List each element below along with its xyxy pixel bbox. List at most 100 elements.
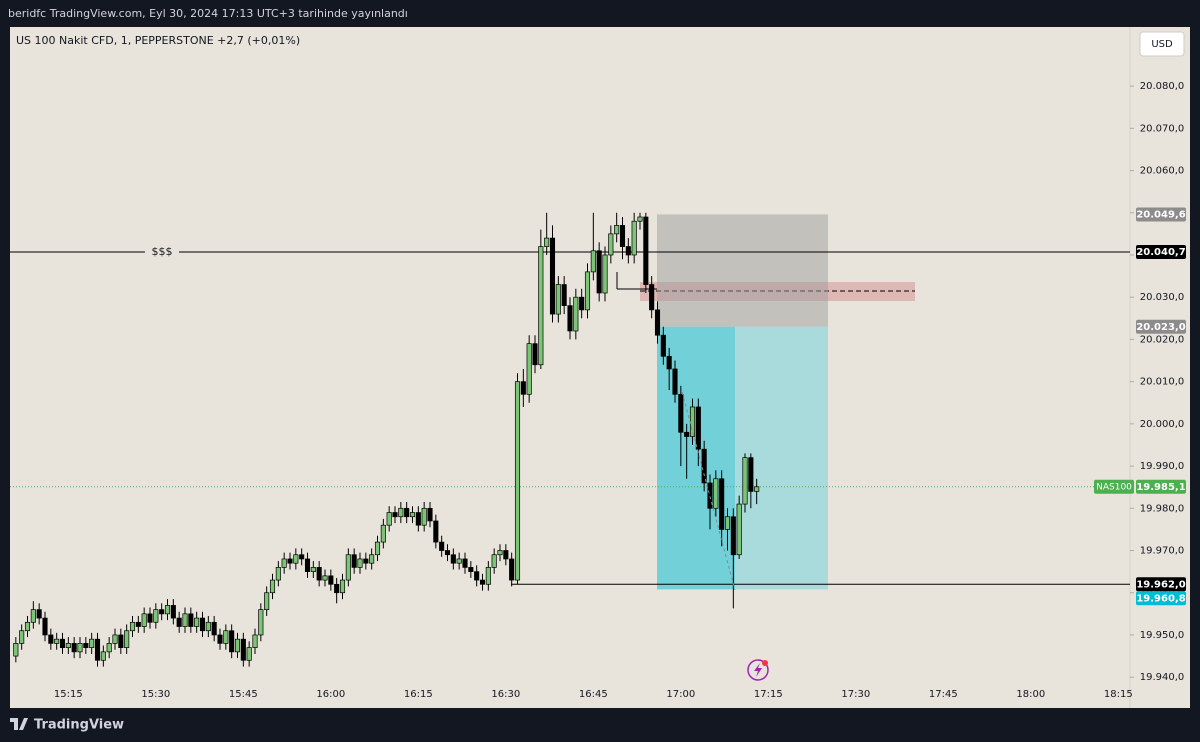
candle-body: [234, 638, 241, 653]
candle-body: [246, 647, 252, 661]
candle-body: [520, 381, 526, 395]
price-label-bg: [1136, 319, 1186, 334]
x-tick-label: 16:00: [316, 689, 345, 700]
candle-body: [672, 368, 678, 395]
price-label-bg: [1136, 207, 1186, 222]
y-tick-label: 19.940,0: [1140, 672, 1185, 683]
candle-body: [736, 503, 742, 556]
candle-body: [573, 296, 579, 332]
candle-body: [684, 431, 690, 437]
candle-body: [164, 605, 171, 615]
projection: [681, 391, 736, 591]
candle-body: [281, 558, 287, 568]
candle-body: [124, 630, 130, 648]
candle-body: [194, 617, 200, 627]
candle-body: [30, 609, 36, 623]
candle-body: [561, 284, 567, 306]
annotation-bg: [145, 245, 179, 260]
y-tick-label: 19.990,0: [1140, 461, 1185, 472]
candle-body: [421, 507, 427, 526]
alert-icon[interactable]: [747, 659, 769, 681]
candle-body: [619, 225, 626, 247]
y-tick-label: 19.950,0: [1140, 630, 1185, 641]
candle-body: [707, 482, 713, 509]
candle-body: [275, 567, 281, 581]
candle-body: [404, 507, 410, 518]
candle-body: [211, 621, 217, 636]
candle-body: [345, 554, 351, 581]
candle-body: [549, 237, 556, 315]
candle-body: [264, 592, 270, 610]
price-label: 20.049,6: [1136, 209, 1185, 220]
candle-body: [398, 507, 404, 518]
candle-body: [497, 550, 503, 556]
candle-body: [614, 225, 620, 235]
candle-body: [602, 254, 608, 294]
candle-body: [485, 567, 491, 585]
candle-body: [654, 309, 661, 336]
x-tick-label: 15:15: [54, 689, 83, 700]
candle-body: [170, 605, 176, 619]
candle-body: [491, 554, 497, 568]
candle-body: [590, 250, 596, 273]
alert-bolt: [754, 663, 762, 677]
candle-body: [135, 621, 141, 627]
candle-body: [754, 486, 760, 492]
candle-body: [299, 554, 305, 560]
y-tick-label: 19.970,0: [1140, 546, 1185, 557]
candle-body: [713, 478, 719, 509]
candle-body: [392, 512, 398, 518]
candle-body: [129, 621, 136, 632]
candle-body: [724, 516, 731, 530]
alert-circle: [747, 659, 769, 681]
candle-body: [649, 284, 655, 311]
candle-body: [444, 550, 451, 556]
candle-body: [579, 296, 585, 311]
x-tick-label: 17:00: [666, 689, 695, 700]
candle-body: [503, 550, 509, 560]
candle-body: [188, 613, 194, 627]
candle-body: [19, 630, 25, 644]
candle-body: [217, 634, 223, 644]
currency-button[interactable]: [1139, 31, 1185, 57]
candle-body: [678, 393, 684, 433]
candle-body: [351, 554, 357, 568]
symbol-tag: NAS100: [1096, 482, 1132, 492]
candle-body: [77, 643, 83, 653]
candle-body: [153, 609, 159, 623]
candle-body: [89, 638, 95, 648]
stop-box: [657, 214, 828, 327]
candle-body: [106, 643, 112, 653]
candle-body: [374, 541, 381, 556]
candle-body: [730, 516, 736, 556]
candle-body: [229, 630, 235, 653]
candle-body: [748, 457, 754, 492]
candle-body: [205, 621, 211, 632]
candle-body: [532, 343, 538, 366]
candle-body: [660, 334, 666, 357]
candle-body: [567, 305, 573, 332]
x-tick-label: 15:45: [229, 689, 258, 700]
candle-body: [415, 512, 421, 526]
candle-body: [36, 609, 42, 619]
price-label-bg: [1136, 245, 1186, 260]
price-label-bg: [1136, 577, 1186, 592]
candle-body: [514, 381, 521, 581]
candle-body: [94, 638, 101, 661]
candle-body: [462, 558, 468, 568]
candle-body: [48, 634, 54, 644]
candle-body: [433, 520, 439, 543]
candle-body: [456, 558, 462, 564]
candle-body: [304, 558, 311, 572]
x-tick-label: 17:45: [929, 689, 958, 700]
x-tick-label: 17:15: [754, 689, 783, 700]
candle-body: [59, 638, 66, 648]
candle-body: [316, 567, 322, 581]
candle-body: [24, 621, 31, 632]
price-label: 20.040,7: [1136, 247, 1185, 258]
candle-body: [118, 634, 124, 648]
chart-title: US 100 Nakit CFD, 1, PEPPERSTONE +2,7 (+…: [16, 34, 300, 47]
candle-body: [147, 613, 153, 623]
